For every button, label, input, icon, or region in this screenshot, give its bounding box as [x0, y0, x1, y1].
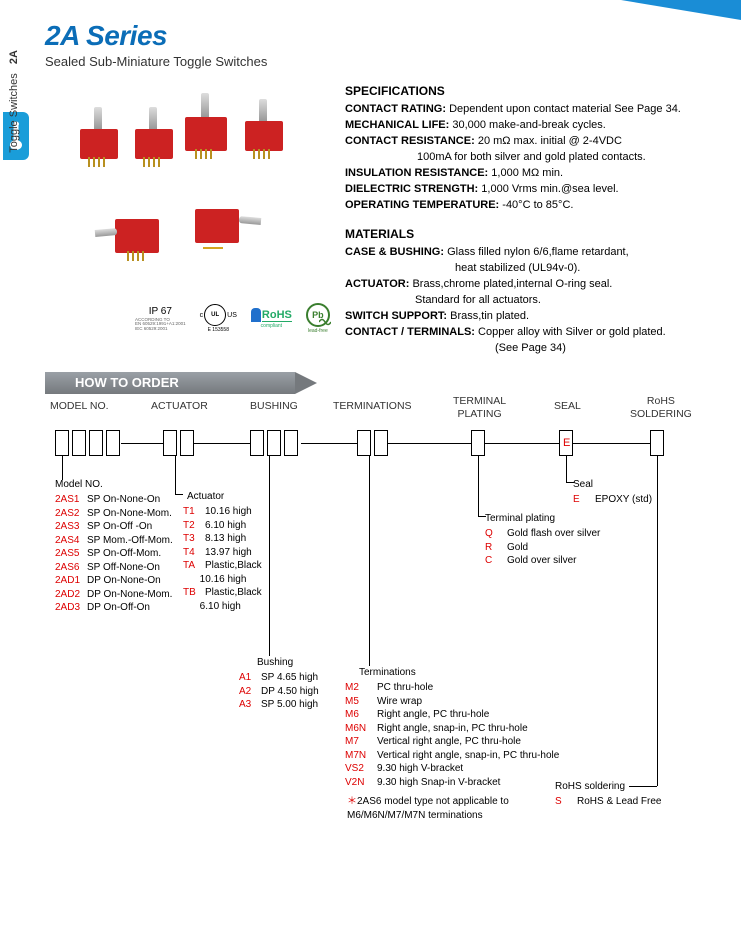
colhead-bushing: BUSHING [250, 400, 298, 413]
list-item: SRoHS & Lead Free [555, 795, 662, 809]
spec-line: MECHANICAL LIFE: 30,000 make-and-break c… [345, 118, 740, 134]
mat-line: Standard for all actuators. [345, 293, 740, 309]
specs-title: SPECIFICATIONS [345, 83, 740, 100]
cert-ul: c UL US E 153558 [200, 304, 237, 333]
list-item: TAPlastic,Black 10.16 high [183, 559, 262, 586]
list-item: QGold flash over silver [485, 527, 600, 541]
mat-line: SWITCH SUPPORT: Brass,tin plated. [345, 309, 740, 325]
list-item: T38.13 high [183, 532, 262, 546]
how-to-order-banner: HOW TO ORDER [45, 372, 295, 394]
term-note: ＊2AS6 model type not applicable to M6/M6… [345, 795, 559, 822]
colhead-actuator: ACTUATOR [151, 400, 208, 413]
list-item: M2PC thru-hole [345, 681, 559, 695]
term-list: Terminations M2PC thru-holeM5Wire wrapM6… [345, 666, 559, 823]
rohs-list: RoHS soldering SRoHS & Lead Free [555, 780, 662, 809]
list-item: M7Vertical right angle, PC thru-hole [345, 735, 559, 749]
list-item: T110.16 high [183, 505, 262, 519]
colhead-plating: TERMINAL PLATING [453, 395, 506, 420]
cert-rohs: RoHS compliant [251, 308, 292, 329]
list-item: 2AD1DP On-None-On [55, 574, 173, 588]
boxes-rohs [650, 430, 664, 456]
list-item: 2AS2SP On-None-Mom. [55, 507, 173, 521]
list-item: VS29.30 high V-bracket [345, 762, 559, 776]
list-item: A2DP 4.50 high [239, 685, 319, 699]
seal-list: Seal EEPOXY (std) [573, 478, 652, 507]
mat-line: CONTACT / TERMINALS: Copper alloy with S… [345, 325, 740, 341]
list-item: 2AS1SP On-None-On [55, 493, 173, 507]
list-item: M6NRight angle, snap-in, PC thru-hole [345, 722, 559, 736]
sidebar-line1: 2A [8, 50, 20, 64]
list-item: 2AS4SP Mom.-Off-Mom. [55, 534, 173, 548]
list-item: TBPlastic,Black 6.10 high [183, 586, 262, 613]
actuator-list: Actuator T110.16 highT26.10 highT38.13 h… [183, 490, 262, 614]
list-item: M5Wire wrap [345, 695, 559, 709]
colhead-term: TERMINATIONS [333, 400, 412, 413]
page-corner [621, 0, 741, 20]
colhead-seal: SEAL [554, 400, 581, 413]
sidebar-label: Toggle Switches 2A [8, 50, 20, 170]
sidebar-line2: Toggle Switches [8, 73, 20, 153]
model-list: Model NO. 2AS1SP On-None-On2AS2SP On-Non… [55, 478, 173, 615]
boxes-term [357, 430, 388, 456]
colhead-rohs: RoHS SOLDERING [630, 395, 692, 420]
product-image [45, 79, 305, 299]
list-item: RGold [485, 541, 600, 555]
colhead-model: MODEL NO. [50, 400, 109, 413]
order-diagram: MODEL NO. ACTUATOR BUSHING TERMINATIONS … [55, 400, 695, 850]
list-item: 2AS5SP On-Off-Mom. [55, 547, 173, 561]
mat-line: ACTUATOR: Brass,chrome plated,internal O… [345, 277, 740, 293]
boxes-bushing [250, 430, 298, 456]
page-title: 2A Series [45, 20, 741, 52]
list-item: M6Right angle, PC thru-hole [345, 708, 559, 722]
mat-line: (See Page 34) [345, 341, 740, 357]
list-item: M7NVertical right angle, snap-in, PC thr… [345, 749, 559, 763]
plating-list: Terminal plating QGold flash over silver… [485, 512, 600, 568]
cert-row: IP 67 ACCORDING TO EN 60529:1991+A1:2001… [135, 303, 325, 334]
list-item: T413.97 high [183, 546, 262, 560]
boxes-plating [471, 430, 485, 456]
cert-pb: Pb lead-free [306, 303, 330, 334]
spec-line: OPERATING TEMPERATURE: -40°C to 85°C. [345, 198, 740, 214]
list-item: 2AS6SP Off-None-On [55, 561, 173, 575]
spec-line: CONTACT RESISTANCE: 20 mΩ max. initial @… [345, 134, 740, 150]
list-item: A3SP 5.00 high [239, 698, 319, 712]
list-item: V2N9.30 high Snap-in V-bracket [345, 776, 559, 790]
boxes-seal: E [559, 430, 573, 456]
list-item: EEPOXY (std) [573, 493, 652, 507]
materials-title: MATERIALS [345, 226, 740, 243]
mat-line: heat stabilized (UL94v-0). [345, 261, 740, 277]
list-item: 2AS3SP On-Off -On [55, 520, 173, 534]
spec-line: 100mA for both silver and gold plated co… [345, 150, 740, 166]
specs-column: SPECIFICATIONS CONTACT RATING: Dependent… [345, 79, 740, 357]
spec-line: INSULATION RESISTANCE: 1,000 MΩ min. [345, 166, 740, 182]
page-subtitle: Sealed Sub-Miniature Toggle Switches [45, 54, 741, 69]
spec-line: DIELECTRIC STRENGTH: 1,000 Vrms min.@sea… [345, 182, 740, 198]
list-item: T26.10 high [183, 519, 262, 533]
list-item: 2AD3DP On-Off-On [55, 601, 173, 615]
bushing-list: Bushing A1SP 4.65 highA2DP 4.50 highA3SP… [239, 656, 319, 712]
spec-line: CONTACT RATING: Dependent upon contact m… [345, 102, 740, 118]
list-item: 2AD2DP On-None-Mom. [55, 588, 173, 602]
list-item: CGold over silver [485, 554, 600, 568]
mat-line: CASE & BUSHING: Glass filled nylon 6/6,f… [345, 245, 740, 261]
list-item: A1SP 4.65 high [239, 671, 319, 685]
cert-ip: IP 67 ACCORDING TO EN 60529:1991+A1:2001… [135, 306, 186, 332]
boxes-actuator [163, 430, 194, 456]
boxes-model [55, 430, 120, 456]
